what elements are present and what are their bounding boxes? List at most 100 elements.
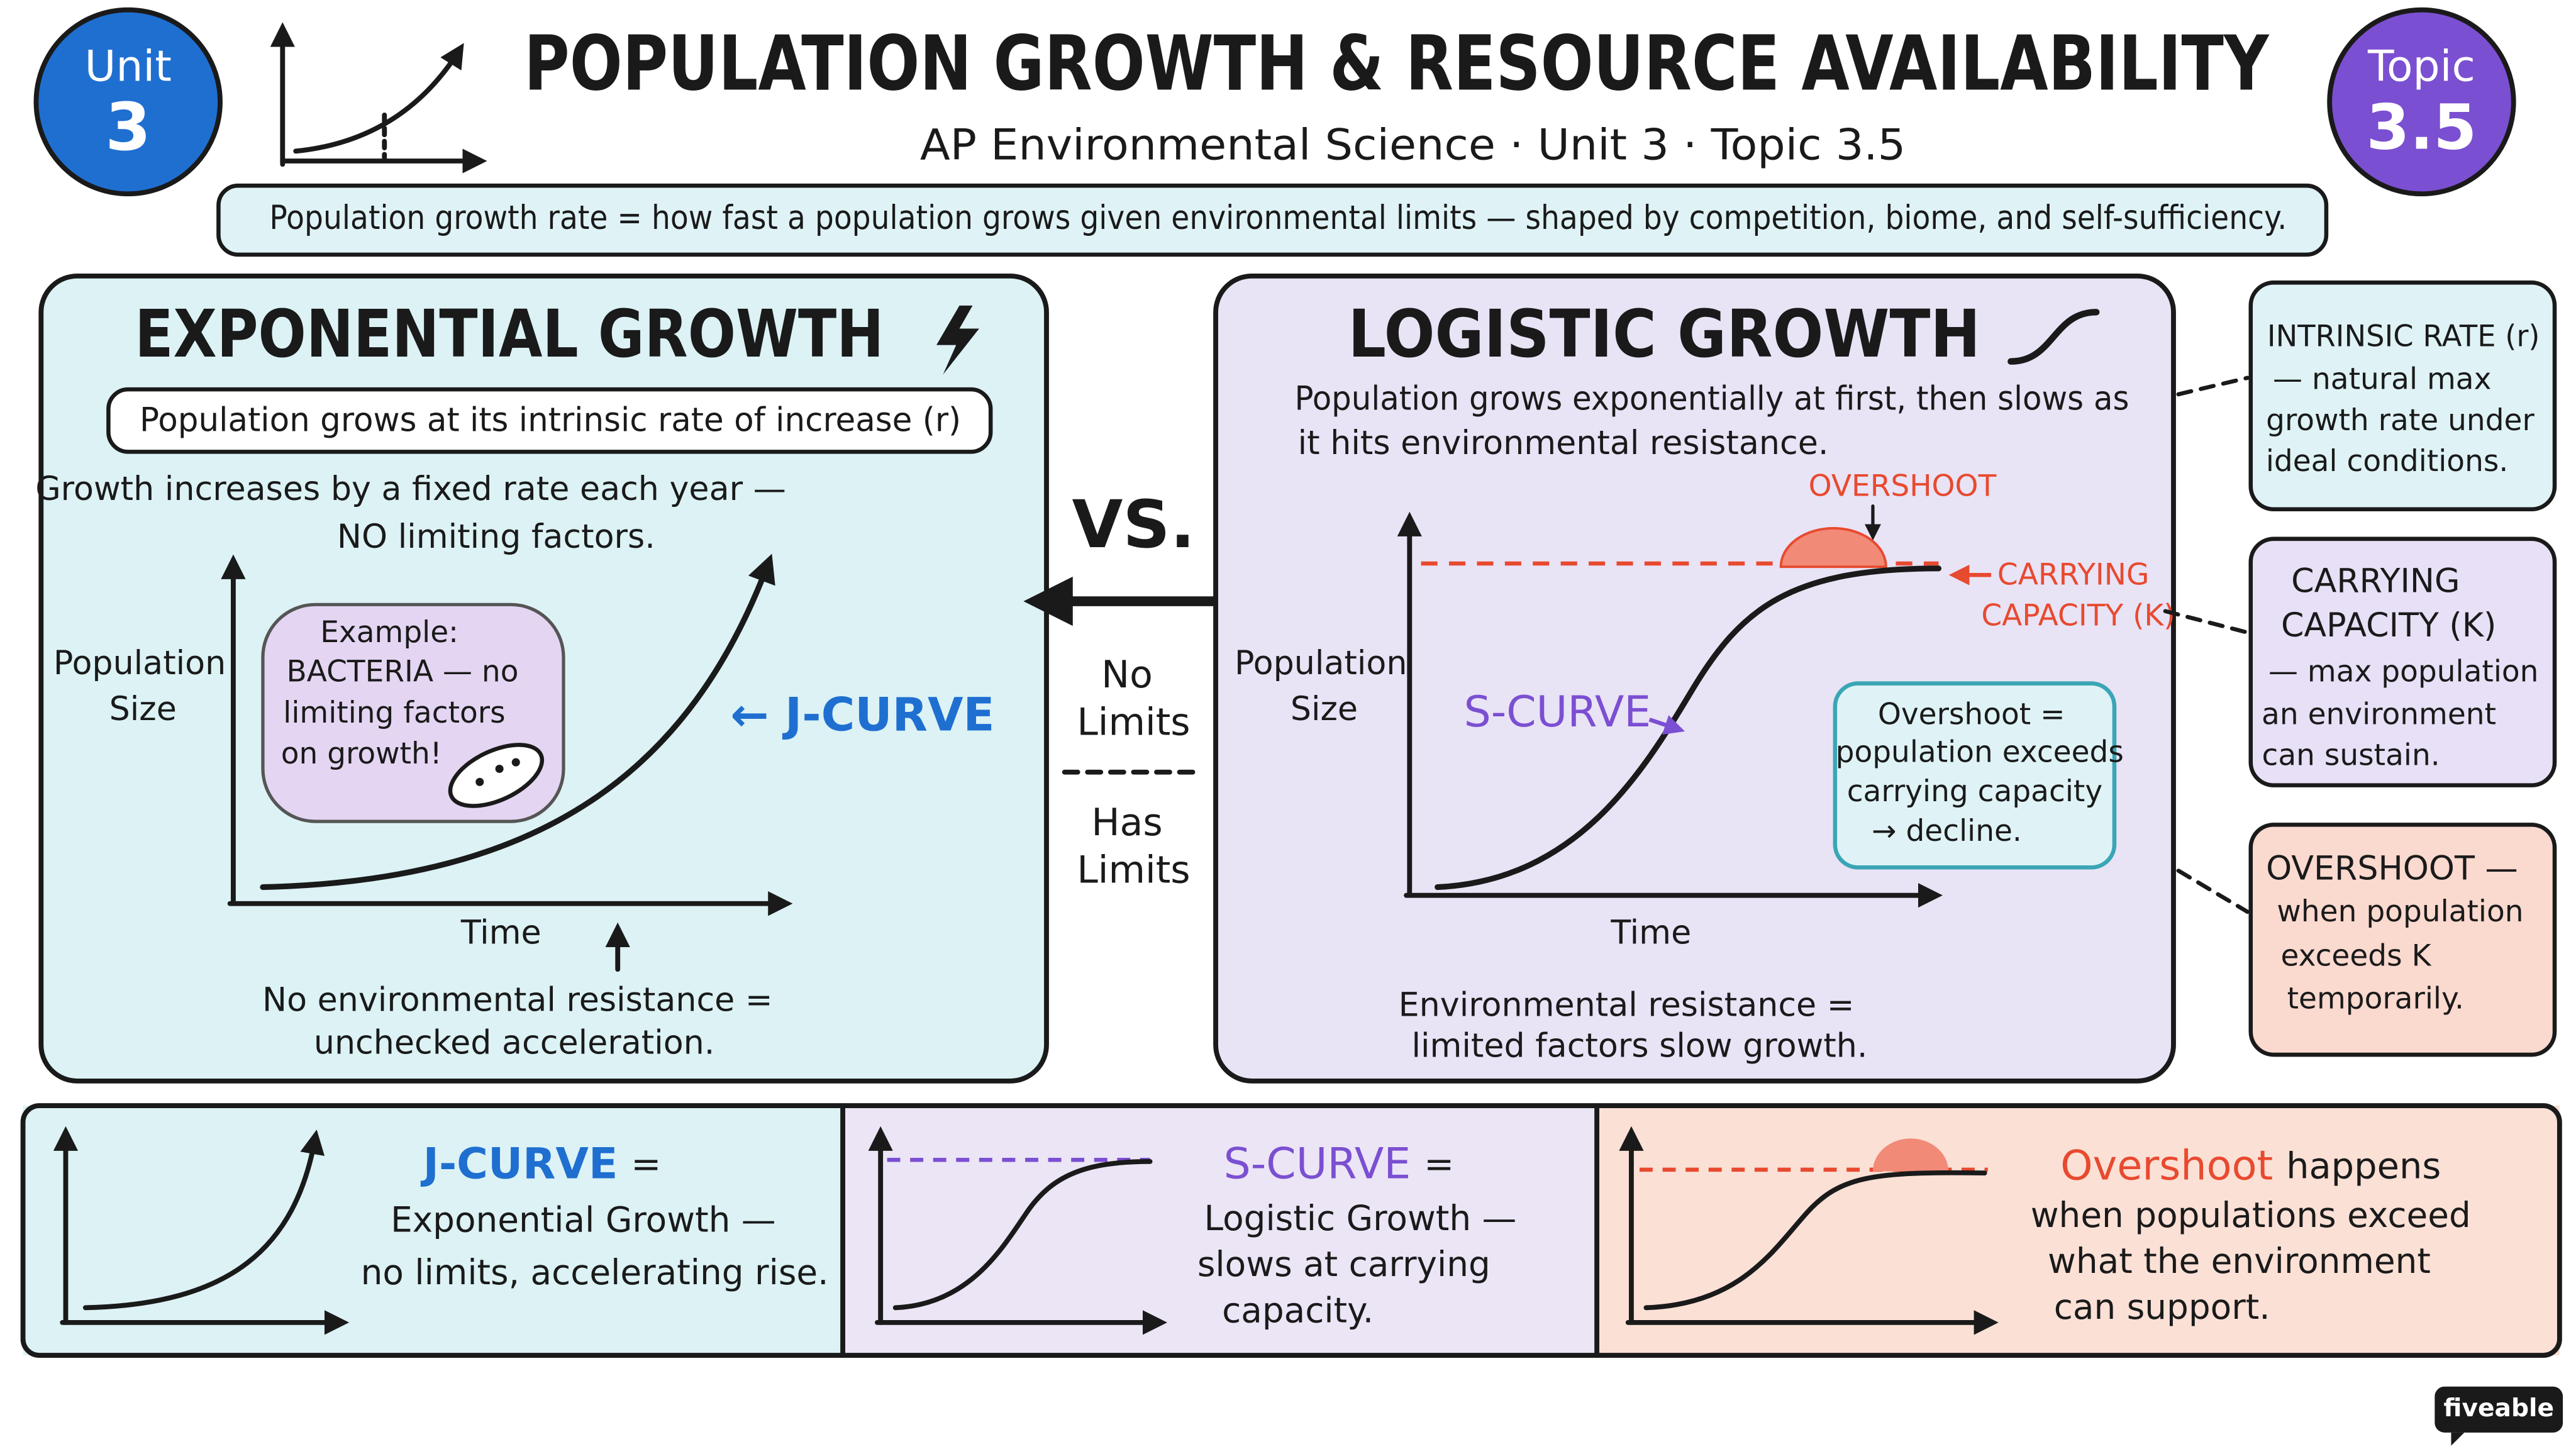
card-line: when population	[2277, 894, 2523, 929]
brand-tail	[2451, 1432, 2465, 1446]
example-line: on growth!	[281, 736, 442, 771]
card-line: exceeds K	[2280, 938, 2431, 973]
y-label: Size	[109, 691, 177, 728]
s-curve	[1435, 565, 1942, 891]
card-line: can sustain.	[2262, 738, 2440, 773]
card-line: ideal conditions.	[2266, 444, 2508, 479]
panel-title: LOGISTIC GROWTH	[1348, 296, 1980, 372]
note-box	[1833, 681, 2117, 870]
summary-heading: J-CURVE =	[421, 1139, 662, 1189]
summary-dividers	[840, 1103, 1600, 1358]
brand: fiveable	[2434, 1386, 2563, 1446]
tagline-box	[106, 387, 993, 454]
caption-line: unchecked acceleration.	[314, 1024, 715, 1062]
caption-line: Environmental resistance =	[1399, 986, 1855, 1024]
overshoot-label: OVERSHOOT	[1809, 469, 1997, 503]
summary-line: Logistic Growth —	[1204, 1198, 1516, 1238]
card-line: — max population	[2268, 655, 2539, 689]
summary-heading: Overshoot happens	[2060, 1141, 2441, 1189]
y-label: Size	[1291, 691, 1358, 728]
summary-term: J-CURVE	[421, 1139, 618, 1189]
definition: Population growth rate = how fast a popu…	[269, 199, 2287, 237]
summary-rest: happens	[2286, 1145, 2441, 1187]
x-label: Time	[1610, 914, 1691, 952]
x-label: Time	[460, 914, 541, 952]
versus-title: VS.	[1072, 486, 1196, 563]
summary-line: can support.	[2054, 1287, 2270, 1327]
carrying-label: CAPACITY (K)	[1981, 599, 2175, 633]
s-curve-arrow	[1648, 715, 1685, 735]
versus-line: No	[1101, 653, 1153, 697]
mini-graph	[53, 1126, 350, 1335]
y-label: Population	[53, 645, 226, 682]
summary-rest: =	[1424, 1143, 1454, 1185]
definition-box	[216, 183, 2329, 257]
card	[2248, 536, 2557, 787]
j-curve-label: ← J-CURVE	[730, 689, 994, 742]
versus-line: Limits	[1077, 701, 1190, 745]
subtitle: AP Environmental Science · Unit 3 · Topi…	[920, 121, 1906, 170]
card-line: CAPACITY (K)	[2281, 607, 2496, 645]
exponential-panel: EXPONENTIAL GROWTH Population grows at i…	[35, 273, 1049, 1084]
carrying-label: CARRYING	[1997, 557, 2150, 592]
description-line: Growth increases by a fixed rate each ye…	[35, 470, 786, 508]
description-line: Population grows exponentially at first,…	[1294, 380, 2129, 418]
example-line: Example:	[320, 615, 458, 650]
card-line: — natural max	[2273, 362, 2491, 397]
summary-section	[23, 1106, 843, 1356]
logistic-panel: LOGISTIC GROWTH Population grows exponen…	[1213, 273, 2176, 1084]
summary-section	[1597, 1106, 2560, 1356]
versus-line: Limits	[1077, 848, 1190, 892]
brand-badge	[2434, 1386, 2563, 1433]
summary-rest: =	[631, 1143, 661, 1185]
topic-badge-label: Topic	[2367, 42, 2475, 91]
card-line: temporarily.	[2287, 981, 2464, 1016]
bacteria-icon	[448, 743, 545, 808]
note-line: Overshoot =	[1878, 697, 2065, 731]
unit-badge-label: Unit	[85, 42, 172, 91]
summary-term: Overshoot	[2060, 1141, 2273, 1189]
card-line: OVERSHOOT —	[2266, 850, 2518, 887]
tagline: Population grows at its intrinsic rate o…	[140, 401, 961, 439]
example-line: BACTERIA — no	[286, 655, 518, 689]
card-line: growth rate under	[2266, 403, 2534, 438]
mini-graph	[1619, 1126, 1999, 1335]
topic-badge-number: 3.5	[2367, 91, 2477, 164]
side-cards: INTRINSIC RATE (r) — natural max growth …	[2163, 280, 2557, 1057]
example-line: limiting factors	[283, 696, 505, 730]
panel-box	[1213, 273, 2176, 1084]
summary-line: when populations exceed	[2031, 1195, 2471, 1235]
card-line: an environment	[2262, 697, 2496, 731]
lightning-icon	[936, 305, 979, 375]
summary-line: Exponential Growth —	[391, 1200, 776, 1240]
connector	[2163, 609, 2250, 635]
caption-line: No environmental resistance =	[262, 981, 773, 1019]
s-curve-label: S-CURVE	[1464, 687, 1652, 737]
connector	[2176, 869, 2250, 914]
summary-band: J-CURVE = Exponential Growth — no limits,…	[20, 1103, 2562, 1358]
summary-section	[843, 1106, 1597, 1356]
topic-badge	[2327, 7, 2516, 197]
y-label: Population	[1235, 645, 1407, 682]
summary-heading: S-CURVE =	[1224, 1139, 1455, 1189]
versus: VS. No Limits Has Limits	[1023, 486, 1267, 892]
unit-badge-number: 3	[105, 89, 151, 165]
summary-line: no limits, accelerating rise.	[361, 1252, 829, 1292]
j-curve	[260, 553, 775, 891]
graph-icon	[270, 22, 487, 174]
summary-line: capacity.	[1222, 1290, 1374, 1330]
header: Unit 3 POPULATION GROWTH & RESOURCE AVAI…	[33, 7, 2516, 257]
description-line: it hits environmental resistance.	[1298, 425, 1829, 462]
overshoot-bump	[1779, 527, 1887, 569]
mini-graph	[868, 1126, 1167, 1335]
note-line: → decline.	[1872, 814, 2022, 848]
note-line: population exceeds	[1836, 735, 2124, 770]
summary-border	[20, 1103, 2562, 1358]
brand-name: fiveable	[2443, 1394, 2554, 1423]
title: POPULATION GROWTH & RESOURCE AVAILABILIT…	[524, 19, 2270, 108]
versus-line: Has	[1091, 801, 1162, 845]
unit-badge	[33, 7, 223, 197]
s-curve-icon	[2007, 309, 2100, 365]
card	[2248, 280, 2557, 512]
description-line: NO limiting factors.	[337, 518, 655, 556]
